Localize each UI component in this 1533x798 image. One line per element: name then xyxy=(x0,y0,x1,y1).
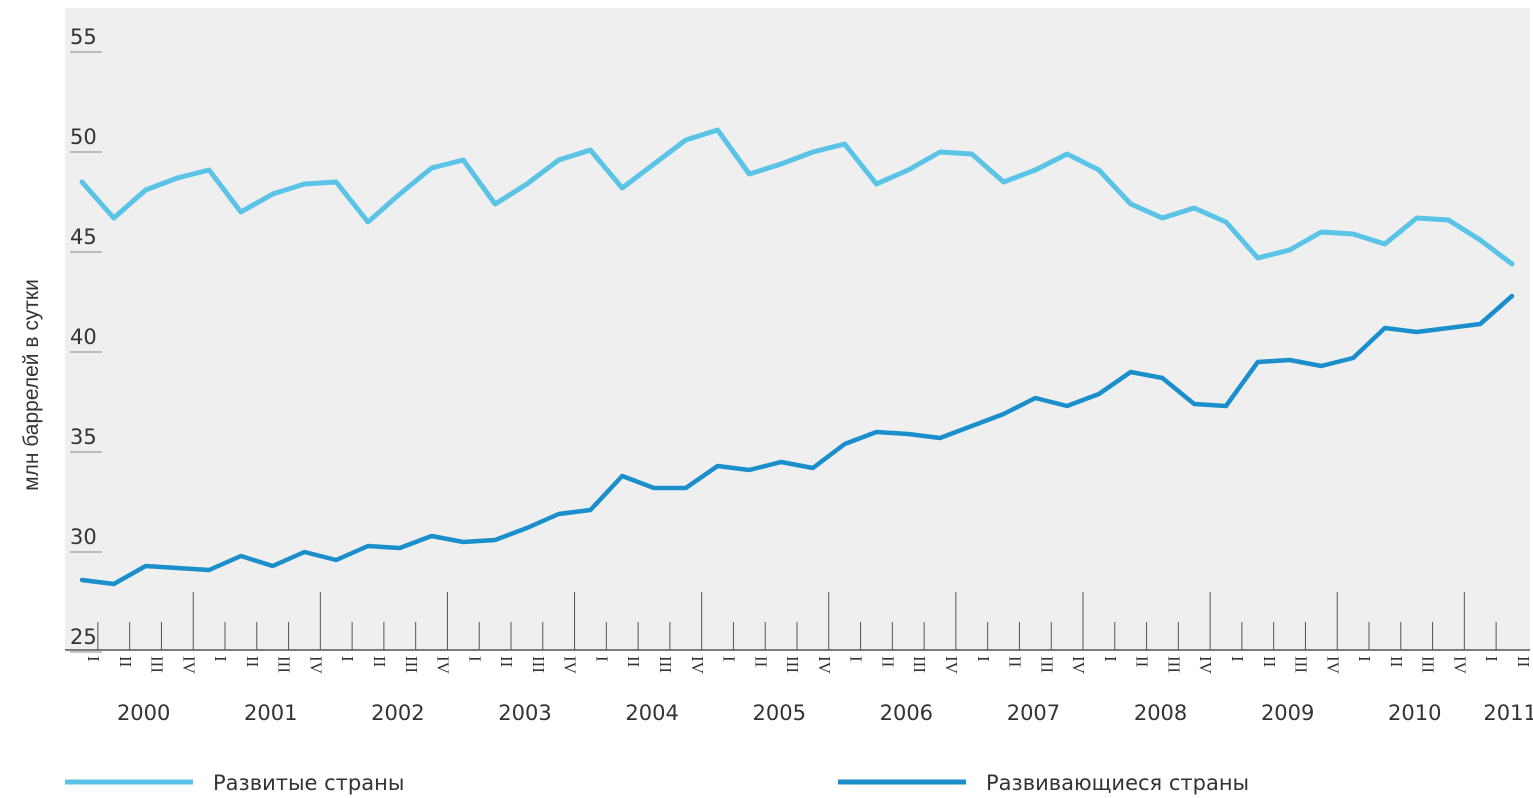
legend-label: Развитые страны xyxy=(213,771,404,795)
x-tick-label: I xyxy=(338,656,357,662)
x-tick-label: III xyxy=(402,656,421,673)
x-tick-label: I xyxy=(465,656,484,662)
year-label: 2003 xyxy=(498,701,551,725)
year-label: 2006 xyxy=(880,701,933,725)
year-label: 2004 xyxy=(625,701,678,725)
year-label: 2001 xyxy=(244,701,297,725)
x-tick-label: II xyxy=(243,656,262,668)
year-label: 2011 xyxy=(1483,701,1533,725)
x-tick-label: III xyxy=(529,656,548,673)
x-tick-label: III xyxy=(1037,656,1056,673)
x-tick-label: IV xyxy=(815,656,834,675)
year-label: 2010 xyxy=(1388,701,1441,725)
y-tick-label: 35 xyxy=(70,425,97,449)
x-tick-label: III xyxy=(1419,656,1438,673)
x-tick-label: I xyxy=(592,656,611,662)
x-tick-label: IV xyxy=(942,656,961,675)
legend-label: Развивающиеся страны xyxy=(986,771,1249,795)
year-label: 2007 xyxy=(1007,701,1060,725)
x-tick-label: II xyxy=(751,656,770,668)
x-tick-label: II xyxy=(624,656,643,668)
x-tick-label: IV xyxy=(1069,656,1088,675)
year-label: 2009 xyxy=(1261,701,1314,725)
x-tick-label: III xyxy=(656,656,675,673)
x-tick-label: IV xyxy=(306,656,325,675)
plot-area xyxy=(65,8,1530,650)
x-tick-label: I xyxy=(1101,656,1120,662)
x-tick-label: III xyxy=(1292,656,1311,673)
y-tick-label: 55 xyxy=(70,25,97,49)
x-tick-label: I xyxy=(84,656,103,662)
year-label: 2008 xyxy=(1134,701,1187,725)
year-label: 2005 xyxy=(752,701,805,725)
x-tick-label: IV xyxy=(179,656,198,675)
x-tick-label: III xyxy=(910,656,929,673)
x-tick-label: III xyxy=(148,656,167,673)
y-tick-label: 50 xyxy=(70,125,97,149)
x-tick-label: III xyxy=(1164,656,1183,673)
x-tick-label: III xyxy=(275,656,294,673)
x-tick-label: II xyxy=(1260,656,1279,668)
x-tick-label: IV xyxy=(561,656,580,675)
x-tick-label: IV xyxy=(434,656,453,675)
x-tick-label: III xyxy=(783,656,802,673)
x-tick-label: II xyxy=(370,656,389,668)
y-tick-label: 30 xyxy=(70,525,97,549)
y-tick-label: 45 xyxy=(70,225,97,249)
x-tick-label: IV xyxy=(1196,656,1215,675)
x-tick-label: I xyxy=(1228,656,1247,662)
x-tick-label: I xyxy=(211,656,230,662)
x-tick-label: II xyxy=(1006,656,1025,668)
x-tick-label: IV xyxy=(1323,656,1342,675)
series-line xyxy=(79,293,1515,587)
x-tick-label: I xyxy=(1482,656,1501,662)
x-tick-label: II xyxy=(116,656,135,668)
x-tick-label: I xyxy=(847,656,866,662)
x-tick-label: II xyxy=(1387,656,1406,668)
y-tick-label: 25 xyxy=(70,625,97,649)
x-tick-label: II xyxy=(1133,656,1152,668)
x-tick-label: I xyxy=(1355,656,1374,662)
series-line xyxy=(79,127,1515,267)
x-tick-label: II xyxy=(1514,656,1533,668)
x-tick-label: IV xyxy=(1450,656,1469,675)
y-axis-label: млн баррелей в сутки xyxy=(20,279,43,491)
x-tick-label: I xyxy=(974,656,993,662)
year-label: 2002 xyxy=(371,701,424,725)
year-label: 2000 xyxy=(117,701,170,725)
x-tick-label: II xyxy=(497,656,516,668)
y-tick-label: 40 xyxy=(70,325,97,349)
x-tick-label: IV xyxy=(688,656,707,675)
x-tick-label: I xyxy=(720,656,739,662)
x-tick-label: II xyxy=(878,656,897,668)
